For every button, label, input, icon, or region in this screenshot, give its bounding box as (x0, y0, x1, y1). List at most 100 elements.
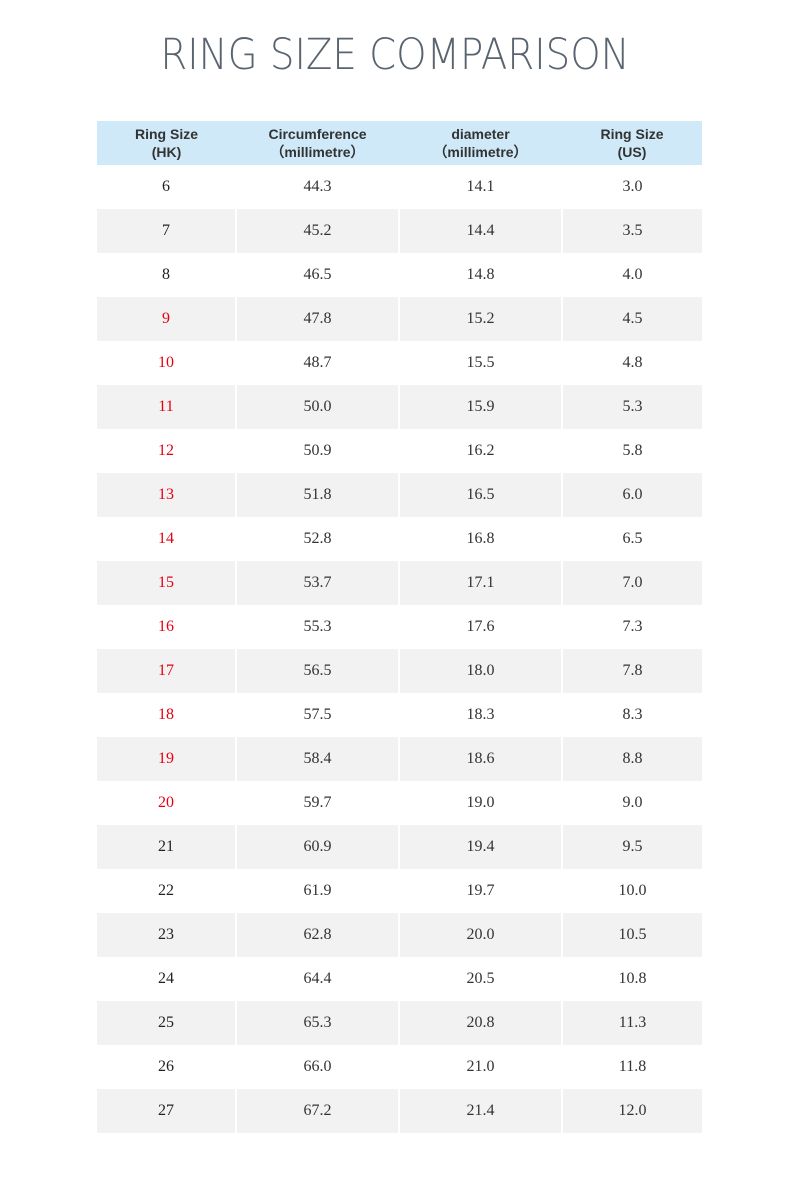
table-cell: 11 (97, 385, 236, 429)
table-cell: 9.0 (561, 781, 702, 825)
table-cell: 11.8 (561, 1045, 702, 1089)
column-header: Ring Size (US) (562, 121, 702, 165)
table-cell: 16.5 (398, 473, 562, 517)
table-cell: 17 (97, 649, 236, 693)
table-row: 21 60.9 19.4 9.5 (97, 825, 702, 869)
table-cell: 48.7 (235, 341, 399, 385)
table-cell: 20 (158, 794, 174, 811)
table-cell: 4.0 (561, 253, 702, 297)
table-cell: 45.2 (235, 209, 399, 253)
table-row: 10 48.7 15.5 4.8 (97, 341, 702, 385)
table-cell: 53.7 (235, 561, 399, 605)
table-cell: 21.4 (398, 1089, 562, 1133)
table-cell: 47.8 (235, 297, 399, 341)
table-cell: 18.0 (398, 649, 562, 693)
table-cell: 51.8 (235, 473, 399, 517)
table-cell: 17.1 (398, 561, 562, 605)
table-cell: 52.8 (235, 517, 399, 561)
table-cell: 15.2 (398, 297, 562, 341)
table-cell: 22 (158, 882, 174, 899)
table-row: 27 67.2 21.4 12.0 (97, 1089, 702, 1133)
table-cell: 60.9 (235, 825, 399, 869)
table-cell: 20.0 (398, 913, 562, 957)
table-cell: 10.0 (561, 869, 702, 913)
table-cell: 14.4 (398, 209, 562, 253)
column-header: Circumference （millimetre） (236, 121, 399, 165)
table-cell: 7.3 (561, 605, 702, 649)
table-cell: 3.5 (561, 209, 702, 253)
table-row: 22 61.9 19.7 10.0 (97, 869, 702, 913)
table-cell: 58.4 (235, 737, 399, 781)
table-cell: 55.3 (235, 605, 399, 649)
column-header: diameter （millimetre） (399, 121, 562, 165)
table-cell: 17.6 (398, 605, 562, 649)
table-cell: 8 (162, 266, 170, 283)
table-cell: 8.8 (561, 737, 702, 781)
table-cell: 20.5 (398, 957, 562, 1001)
table-cell: 6 (162, 178, 170, 195)
table-cell: 10.8 (561, 957, 702, 1001)
table-row: 17 56.5 18.0 7.8 (97, 649, 702, 693)
table-row: 8 46.5 14.8 4.0 (97, 253, 702, 297)
table-cell: 50.0 (235, 385, 399, 429)
table-row: 26 66.0 21.0 11.8 (97, 1045, 702, 1089)
table-row: 15 53.7 17.1 7.0 (97, 561, 702, 605)
table-cell: 21 (97, 825, 236, 869)
table-cell: 18.6 (398, 737, 562, 781)
table-cell: 67.2 (235, 1089, 399, 1133)
table-row: 13 51.8 16.5 6.0 (97, 473, 702, 517)
table-row: 12 50.9 16.2 5.8 (97, 429, 702, 473)
table-cell: 57.5 (235, 693, 399, 737)
table-cell: 10 (158, 354, 174, 371)
table-cell: 12 (158, 442, 174, 459)
table-cell: 44.3 (235, 165, 399, 209)
table-cell: 18.3 (398, 693, 562, 737)
table-row: 16 55.3 17.6 7.3 (97, 605, 702, 649)
table-row: 23 62.8 20.0 10.5 (97, 913, 702, 957)
table-cell: 3.0 (561, 165, 702, 209)
table-row: 18 57.5 18.3 8.3 (97, 693, 702, 737)
table-cell: 59.7 (235, 781, 399, 825)
table-cell: 19.4 (398, 825, 562, 869)
table-cell: 6.0 (561, 473, 702, 517)
table-row: 9 47.8 15.2 4.5 (97, 297, 702, 341)
table-cell: 14.8 (398, 253, 562, 297)
table-cell: 20.8 (398, 1001, 562, 1045)
table-cell: 46.5 (235, 253, 399, 297)
table-cell: 65.3 (235, 1001, 399, 1045)
table-cell: 8.3 (561, 693, 702, 737)
table-cell: 13 (97, 473, 236, 517)
table-cell: 14.1 (398, 165, 562, 209)
table-cell: 21.0 (398, 1045, 562, 1089)
table-cell: 15 (97, 561, 236, 605)
table-cell: 24 (158, 970, 174, 987)
table-cell: 14 (158, 530, 174, 547)
title: RING SIZE COMPARISON (160, 30, 630, 80)
table-cell: 7 (97, 209, 236, 253)
table-cell: 25 (97, 1001, 236, 1045)
table-cell: 62.8 (235, 913, 399, 957)
table-cell: 9 (97, 297, 236, 341)
table-cell: 61.9 (235, 869, 399, 913)
table-cell: 18 (158, 706, 174, 723)
table-row: 11 50.0 15.9 5.3 (97, 385, 702, 429)
table-cell: 9.5 (561, 825, 702, 869)
table-cell: 16.8 (398, 517, 562, 561)
table-cell: 56.5 (235, 649, 399, 693)
table-cell: 7.8 (561, 649, 702, 693)
table-cell: 7.0 (561, 561, 702, 605)
table-row: 25 65.3 20.8 11.3 (97, 1001, 702, 1045)
table-cell: 27 (97, 1089, 236, 1133)
table-cell: 6.5 (561, 517, 702, 561)
table-cell: 50.9 (235, 429, 399, 473)
table-cell: 23 (97, 913, 236, 957)
table-row: 19 58.4 18.6 8.8 (97, 737, 702, 781)
table-cell: 64.4 (235, 957, 399, 1001)
table-cell: 16 (158, 618, 174, 635)
table-cell: 10.5 (561, 913, 702, 957)
table-row: 14 52.8 16.8 6.5 (97, 517, 702, 561)
column-header: Ring Size (HK) (97, 121, 236, 165)
table-row: 24 64.4 20.5 10.8 (97, 957, 702, 1001)
table-cell: 5.8 (561, 429, 702, 473)
